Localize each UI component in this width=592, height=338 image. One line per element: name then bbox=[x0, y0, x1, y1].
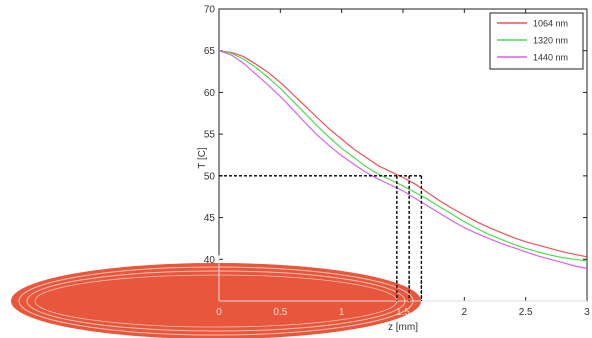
y-tick-label: 50 bbox=[204, 171, 216, 182]
y-tick-label: 40 bbox=[204, 255, 216, 266]
series-line-1064-nm bbox=[218, 50, 588, 258]
series-line-1440-nm bbox=[218, 50, 588, 270]
series-line-1320-nm bbox=[218, 50, 588, 262]
y-tick-label: 70 bbox=[204, 5, 216, 16]
x-tick-label: 3 bbox=[584, 307, 590, 318]
legend: 1064 nm 1320 nm 1440 nm bbox=[489, 12, 584, 70]
legend-label: 1440 nm bbox=[533, 53, 568, 63]
x-axis-label: z [mm] bbox=[388, 322, 418, 333]
reference-lines-group bbox=[219, 175, 423, 301]
x-tick-label: 1.5 bbox=[396, 307, 410, 318]
x-tick-label: 1 bbox=[339, 307, 345, 318]
y-tick-label: 55 bbox=[204, 130, 216, 141]
x-tick-label: 2.5 bbox=[519, 307, 533, 318]
y-tick-label: 65 bbox=[204, 46, 216, 57]
x-tick-label: 0 bbox=[216, 307, 222, 318]
y-tick-label: 60 bbox=[204, 88, 216, 99]
x-tick-label: 2 bbox=[462, 307, 468, 318]
y-axis-label: T [C] bbox=[197, 147, 208, 169]
legend-label: 1320 nm bbox=[533, 36, 568, 46]
legend-label: 1064 nm bbox=[533, 19, 568, 29]
data-series-group bbox=[218, 50, 588, 270]
x-tick-label: 0.5 bbox=[273, 307, 287, 318]
y-tick-label: 45 bbox=[204, 213, 216, 224]
axis-overlay: 0 0.5 1 1.5 2 2.5 3 bbox=[216, 255, 590, 318]
